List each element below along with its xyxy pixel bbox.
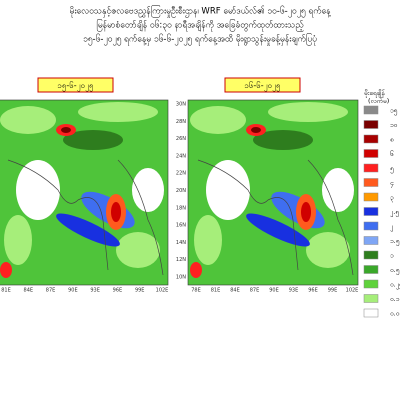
title-line: မြန်မာစံတော်ချိန် ၀၆:၃၀ နာရီအချိန်ကို အခ… — [96, 19, 303, 32]
legend-swatch — [363, 192, 379, 202]
y-axis-label: 20N — [176, 188, 186, 194]
legend-swatch — [363, 221, 379, 231]
map — [0, 99, 169, 286]
x-axis-label: 102E — [156, 288, 169, 294]
x-axis-label: 93E — [289, 288, 299, 294]
legend-label: ၂ — [390, 223, 393, 232]
legend-label: ၅ — [390, 165, 394, 174]
legend-label: ၀.၀၁ — [390, 310, 400, 318]
legend-swatch — [363, 178, 379, 187]
x-axis-label: 87E — [46, 288, 56, 294]
map — [187, 99, 359, 286]
panel-label: ၁၅-၆-၂၀၂၅ — [57, 80, 93, 92]
legend-label: ၀.၂၅ — [390, 281, 400, 290]
legend-label: ၆ — [390, 150, 394, 158]
x-axis-label: 84E — [230, 288, 240, 294]
title-line: ၁၅-၆-၂၀၂၅ ရက်နေ့မှ ၁၆-၆-၂၀၂၅ ရက်နေ့အထိ မ… — [83, 33, 317, 46]
panel-label-box — [37, 77, 114, 93]
legend-unit: (လက်မ) — [368, 97, 389, 105]
panel-label: ၁၆-၆-၂၀၂၅ — [244, 80, 280, 92]
y-axis-label: 18N — [176, 205, 186, 211]
y-axis-label: 22N — [176, 171, 186, 177]
legend-label: ၁.၅ — [390, 237, 400, 246]
x-axis-label: 99E — [328, 288, 338, 294]
y-axis-label: 28N — [176, 119, 186, 125]
legend-title: မိုးရေချိန် — [364, 89, 386, 98]
y-axis-label: 30N — [176, 102, 186, 108]
x-axis-label: 90E — [269, 288, 279, 294]
legend-label: ၁၅ — [390, 107, 398, 116]
y-axis-label: 16N — [176, 223, 186, 229]
y-axis-label: 12N — [176, 257, 186, 263]
legend-label: ၂.၅ — [390, 208, 399, 217]
legend-label: ၀.၁ — [390, 295, 400, 303]
y-axis-label: 24N — [176, 153, 186, 159]
legend-swatch — [363, 163, 379, 173]
map-frame — [0, 99, 169, 286]
legend-swatch — [363, 294, 379, 303]
y-axis-label: 14N — [176, 240, 186, 246]
legend-label: ၃ — [390, 194, 394, 203]
legend-label: ၁၀ — [390, 121, 398, 129]
panel-label-box — [224, 77, 301, 93]
legend-label: ၀.၅ — [390, 266, 400, 275]
x-axis-label: 78E — [191, 288, 201, 294]
y-axis-label: 26N — [176, 136, 186, 142]
legend-swatch — [363, 120, 379, 129]
y-axis-label: 10N — [176, 275, 186, 281]
x-axis-label: 93E — [90, 288, 100, 294]
legend-label: ၈ — [390, 136, 394, 144]
legend-swatch — [363, 236, 379, 245]
legend-swatch — [363, 134, 379, 144]
legend-swatch — [363, 105, 379, 115]
x-axis-label: 102E — [346, 288, 359, 294]
x-axis-label: 99E — [135, 288, 145, 294]
legend-swatch — [363, 250, 379, 260]
x-axis-label: 87E — [250, 288, 260, 294]
legend-swatch — [363, 149, 379, 158]
legend-swatch — [363, 207, 379, 216]
map-frame — [187, 99, 359, 286]
content: မိုးလေဝသနှင့်ဇလဗေဒညွှန်ကြားမှုဦးစီးဌာန၊ … — [0, 5, 400, 318]
x-axis-label: 96E — [113, 288, 123, 294]
legend-swatch — [363, 308, 379, 318]
panels: ၁၅-၆-၂၀၂၅ 81E 84E 87E 90E 93E 96E 99E 102E ၁၆-၆-၂… — [0, 77, 359, 294]
legend-swatch — [363, 279, 379, 289]
title-line: မိုးလေဝသနှင့်ဇလဗေဒညွှန်ကြားမှုဦးစီးဌာန၊ … — [69, 5, 331, 18]
legend-swatch — [363, 265, 379, 274]
x-axis-label: 81E — [211, 288, 221, 294]
legend: မိုးရေချိန်(လက်မ)၁၅၁၀၈၆၅၄၃၂.၅၂၁.၅၁၀.၅၀.၂… — [363, 89, 400, 318]
legend-label: ၄ — [390, 179, 394, 188]
legend-label: ၁ — [390, 252, 394, 260]
x-axis-label: 81E — [1, 288, 11, 294]
x-axis-label: 90E — [68, 288, 78, 294]
x-axis-label: 84E — [24, 288, 34, 294]
x-axis-label: 96E — [308, 288, 318, 294]
